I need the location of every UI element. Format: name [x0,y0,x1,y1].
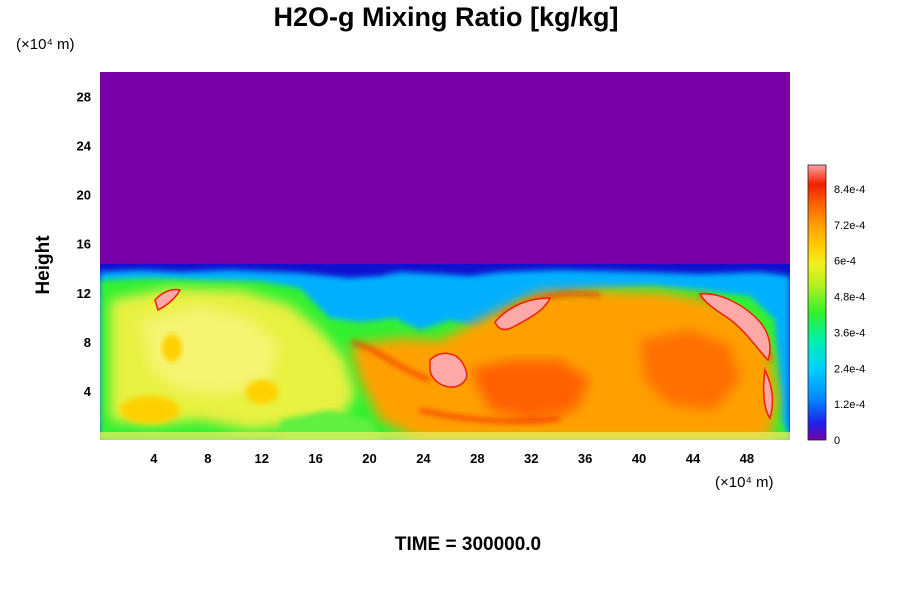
x-tick-label: 20 [362,451,376,466]
left-orange-spot [120,396,180,424]
surface-band [100,432,790,440]
left-orange-spot-2 [246,380,278,404]
pink-peak-region-3 [698,293,771,362]
time-caption: TIME = 300000.0 [395,534,541,555]
pink-peak-region-1 [429,352,468,388]
x-tick-label: 8 [204,451,211,466]
y-axis-label: Height [33,235,54,295]
x-tick-label: 12 [254,451,268,466]
y-tick-label: 4 [84,384,92,399]
x-tick-label: 4 [150,451,158,466]
y-tick-label: 28 [77,90,91,105]
x-tick-label: 40 [632,451,646,466]
colorbar-tick-label: 4.8e-4 [834,292,865,304]
colorbar-tick-label: 2.4e-4 [834,363,865,375]
y-tick-labels: 4 8 12 16 20 24 28 [77,90,92,399]
y-tick-label: 20 [77,188,91,203]
chart-title: H2O-g Mixing Ratio [kg/kg] [273,2,618,32]
left-light-yellow-region [140,305,280,395]
right-deep-orange-core [470,360,590,420]
y-tick-label: 12 [77,286,91,301]
pink-peak-region-4 [762,367,774,420]
colorbar-tick-label: 1.2e-4 [834,399,865,411]
colorbar-tick-label: 8.4e-4 [834,184,865,196]
y-tick-label: 8 [84,335,91,350]
left-orange-spot-3 [162,334,182,362]
x-tick-label: 36 [578,451,592,466]
colorbar-tick-label: 7.2e-4 [834,220,865,232]
y-axis-unit: (×10⁴ m) [16,36,75,53]
x-tick-label: 28 [470,451,484,466]
colorbar-tick-label: 6e-4 [834,256,856,268]
colorbar-tick-labels: 0 1.2e-4 2.4e-4 3.6e-4 4.8e-4 6e-4 7.2e-4 8.4e-… [834,184,865,447]
x-tick-label: 24 [416,451,431,466]
x-tick-label: 48 [740,451,754,466]
colorbar-tick-label: 0 [834,435,840,447]
x-tick-labels: 4 8 12 16 20 24 28 32 36 40 44 48 [150,451,754,466]
colorbar-tick-label: 3.6e-4 [834,327,865,339]
x-tick-label: 32 [524,451,538,466]
x-tick-label: 16 [308,451,322,466]
y-tick-label: 16 [77,237,91,252]
pink-peak-region-2 [494,297,552,331]
x-tick-label: 44 [686,451,701,466]
x-axis-unit: (×10⁴ m) [715,474,774,491]
right-deep-orange-core-2 [640,330,740,410]
y-tick-label: 24 [77,139,92,154]
colorbar [807,164,827,441]
pink-peak-region-5 [154,288,182,312]
heatmap-field [100,72,790,440]
